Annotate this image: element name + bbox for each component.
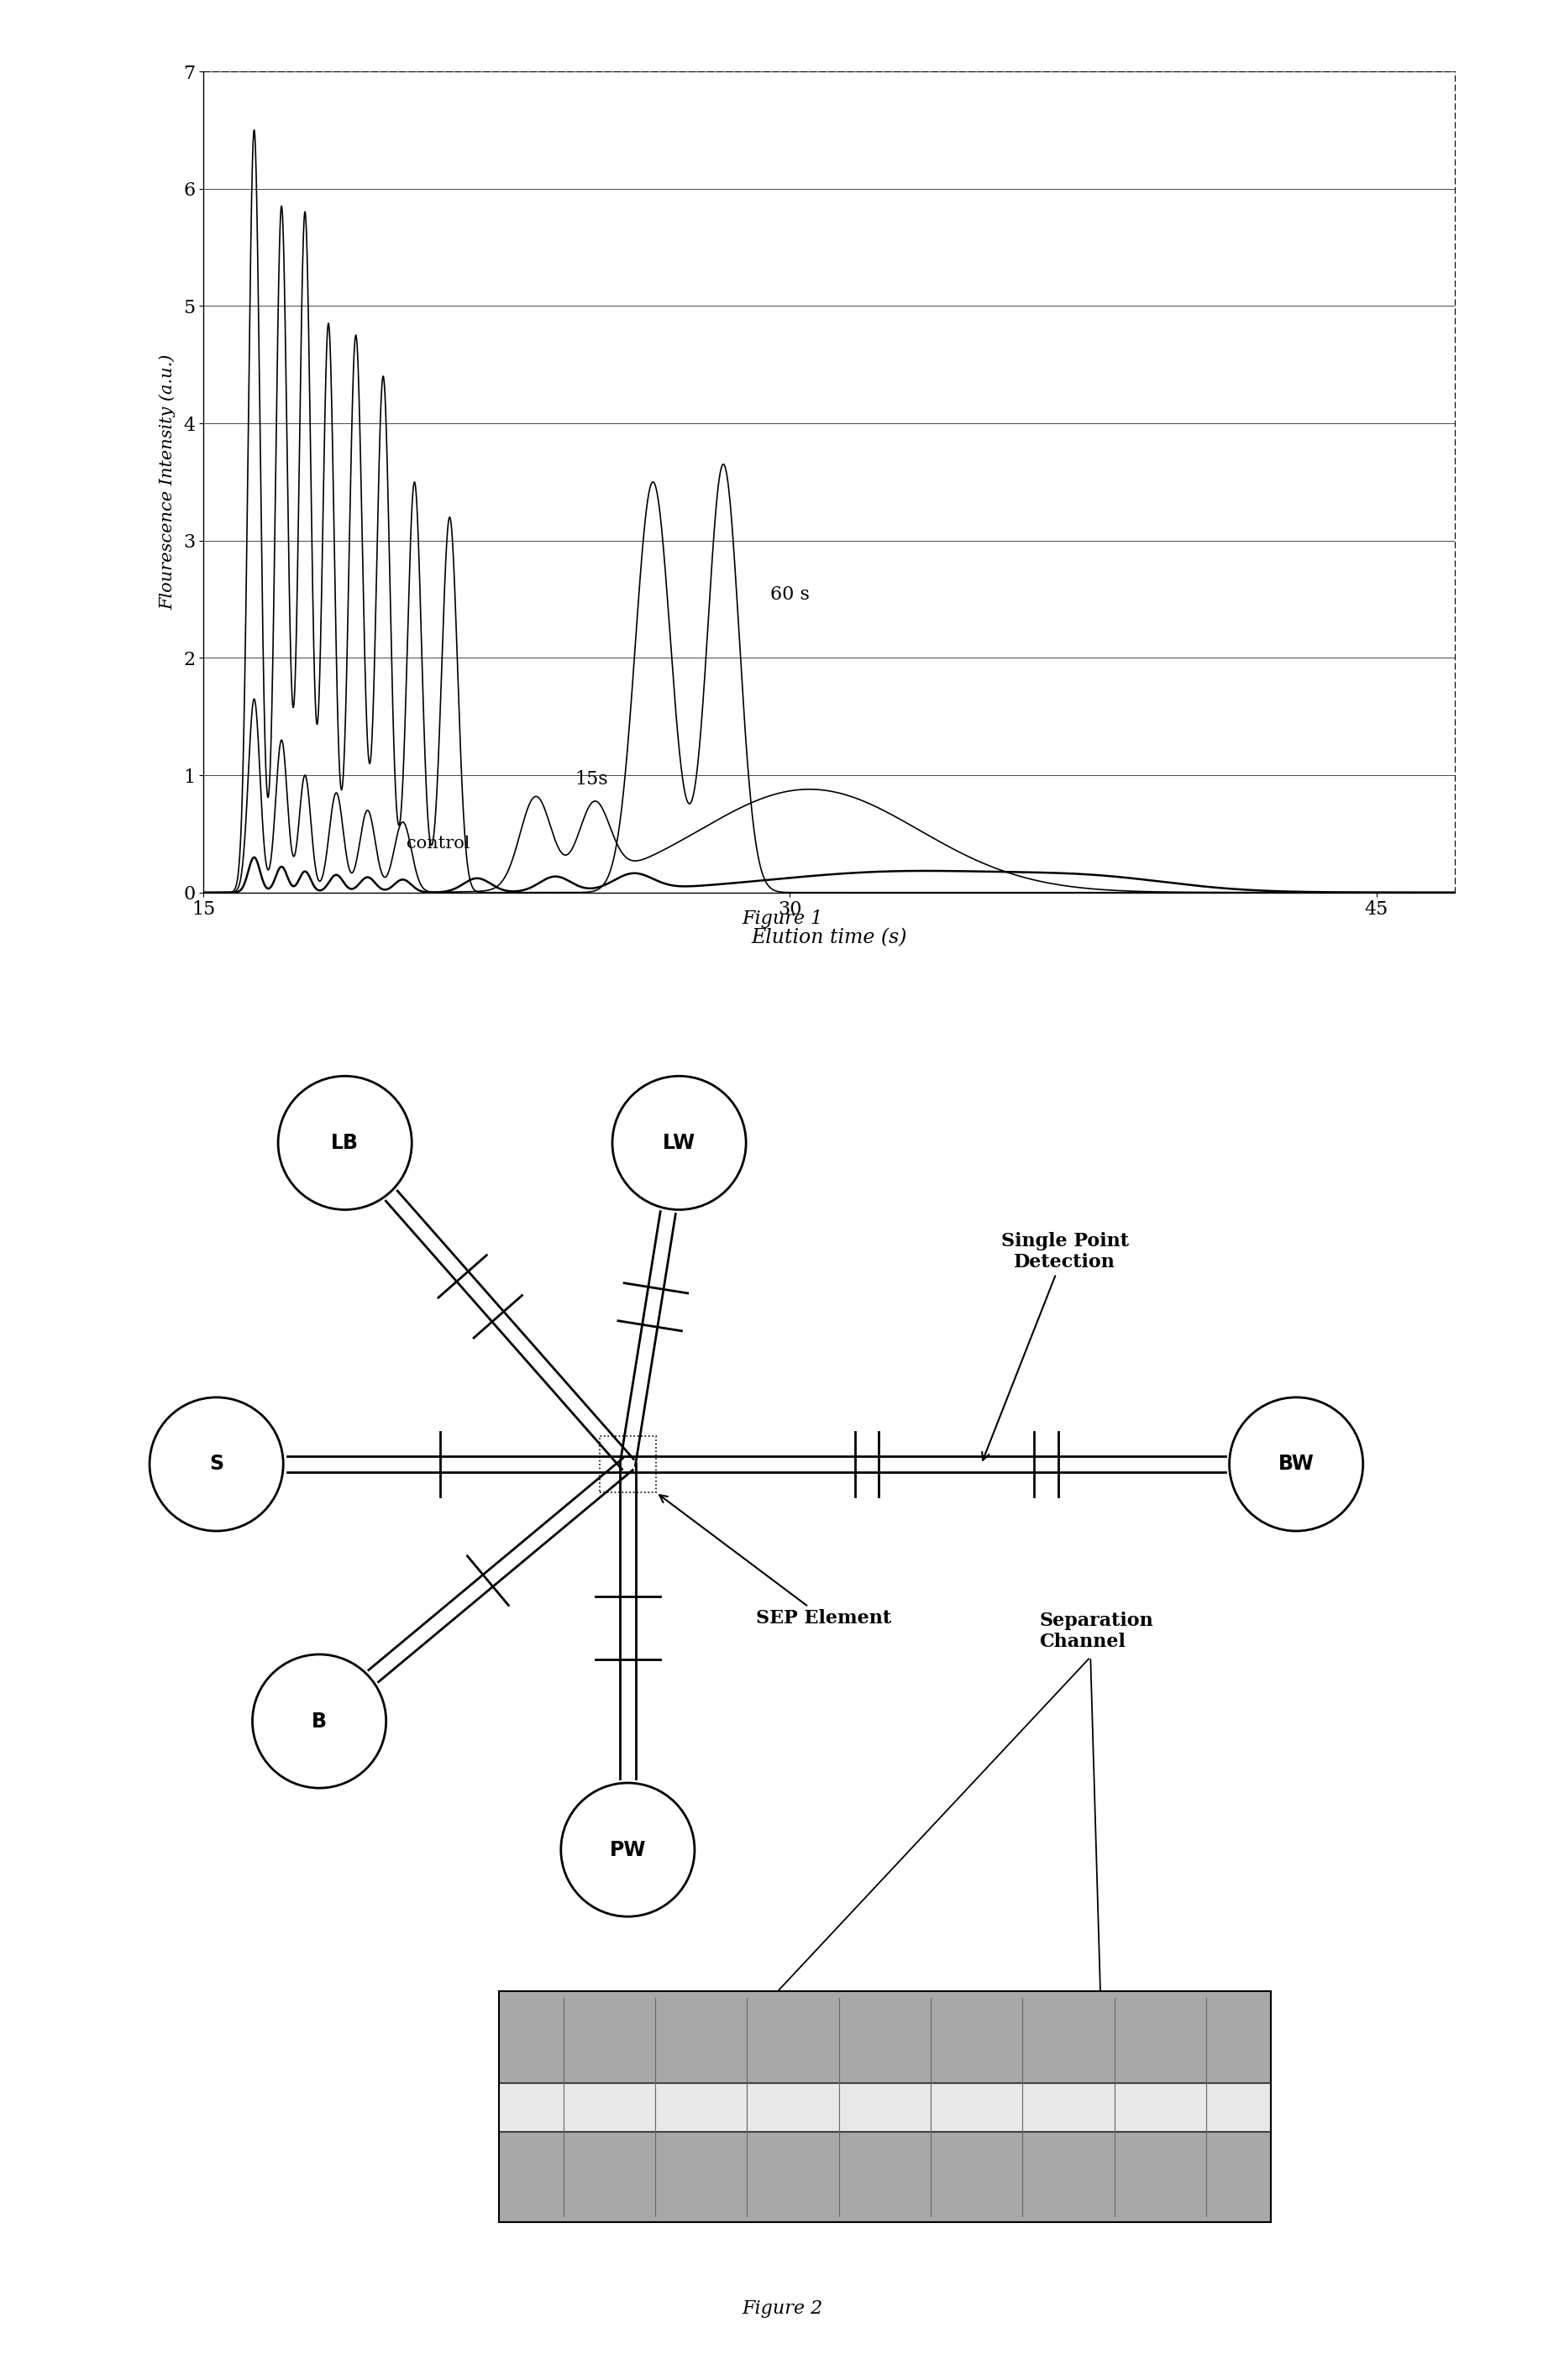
Circle shape xyxy=(1229,1397,1362,1530)
Circle shape xyxy=(561,1783,694,1916)
Text: SEP Element: SEP Element xyxy=(660,1495,891,1628)
Text: LB: LB xyxy=(332,1133,358,1152)
Circle shape xyxy=(278,1076,411,1209)
Circle shape xyxy=(150,1397,283,1530)
Circle shape xyxy=(613,1076,746,1209)
X-axis label: Elution time (s): Elution time (s) xyxy=(751,928,907,947)
Bar xyxy=(499,1992,1270,2223)
Text: BW: BW xyxy=(1278,1454,1314,1473)
Text: 15s: 15s xyxy=(576,771,608,788)
Text: Single Point
Detection: Single Point Detection xyxy=(982,1230,1129,1461)
Bar xyxy=(499,1992,1270,2223)
Text: Figure 2: Figure 2 xyxy=(741,2299,823,2318)
Circle shape xyxy=(252,1654,386,1787)
Bar xyxy=(599,1435,655,1492)
Text: 60 s: 60 s xyxy=(771,585,810,605)
Text: LW: LW xyxy=(663,1133,696,1152)
Text: Figure 1: Figure 1 xyxy=(741,909,823,928)
Text: control: control xyxy=(407,835,471,852)
Y-axis label: Flourescence Intensity (a.u.): Flourescence Intensity (a.u.) xyxy=(160,355,177,609)
Text: PW: PW xyxy=(610,1840,646,1859)
Bar xyxy=(499,1992,1270,2082)
Text: B: B xyxy=(311,1711,327,1730)
Text: S: S xyxy=(210,1454,224,1473)
Bar xyxy=(499,2082,1270,2130)
Bar xyxy=(499,2130,1270,2223)
Text: Separation
Channel: Separation Channel xyxy=(1038,1611,1153,1652)
